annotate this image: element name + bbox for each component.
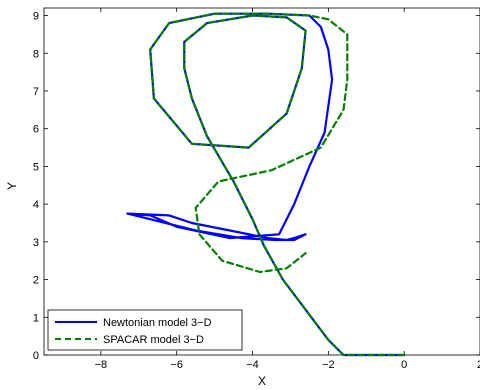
x-tick-label: −6 [170,359,183,371]
y-tick-label: 1 [33,312,39,324]
y-tick-label: 4 [33,199,39,211]
x-axis-label: X [258,374,266,388]
ticks-layer: −8 −6 −4 −2 0 2 0 1 2 3 4 5 6 7 8 9 [33,8,480,371]
x-tick-label: −2 [322,359,335,371]
x-tick-label: −4 [246,359,259,371]
series-line-1 [149,12,406,357]
plot-background [43,7,480,356]
legend: Newtonian model 3−D SPACAR model 3−D [47,309,243,351]
y-tick-label: 0 [33,350,39,362]
x-tick-label: 2 [477,359,480,371]
legend-label-spacar: SPACAR model 3−D [103,334,204,346]
legend-label-newtonian: Newtonian model 3−D [103,317,212,329]
y-tick-label: 7 [33,86,39,98]
y-tick-label: 6 [33,124,39,136]
y-tick-label: 5 [33,161,39,173]
y-tick-label: 8 [33,48,39,60]
series-layer [126,12,406,357]
y-tick-label: 9 [33,11,39,23]
y-tick-label: 3 [33,237,39,249]
x-tick-label: 0 [401,359,407,371]
x-tick-label: −8 [95,359,108,371]
y-tick-label: 2 [33,275,39,287]
y-axis-label: Y [5,182,19,190]
legend-box [47,309,243,351]
